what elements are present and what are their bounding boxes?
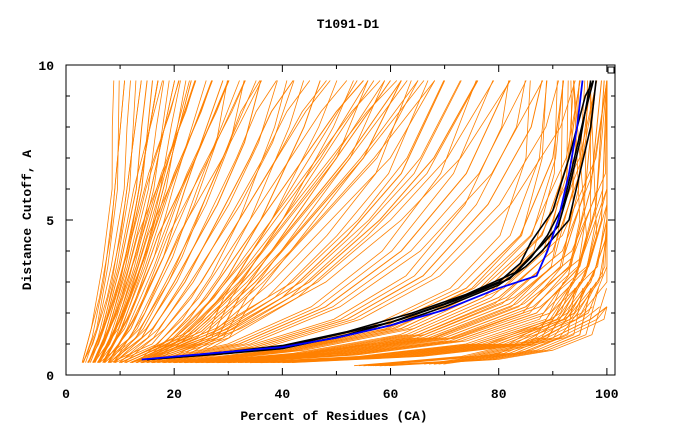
model-line-variant: [162, 80, 544, 363]
model-line-variant: [169, 80, 386, 363]
model-line-variant: [186, 80, 558, 363]
model-line-variant: [115, 80, 348, 363]
model-line-variant: [142, 80, 477, 363]
model-line: [119, 80, 364, 364]
x-tick-label: 100: [595, 387, 619, 402]
model-line-variant: [146, 80, 462, 363]
group-model-line: [147, 80, 595, 361]
group-model-line: [147, 80, 592, 361]
model-line-variant: [98, 80, 212, 363]
model-line-variant: [424, 281, 564, 365]
chart-title: T1091-D1: [317, 17, 380, 32]
model-line-variant: [190, 80, 575, 363]
model-line-variant: [438, 281, 589, 365]
model-line: [89, 80, 148, 363]
model-line-variant: [93, 80, 190, 363]
model-line: [433, 281, 581, 365]
model-line-variant: [99, 80, 228, 363]
model-line-variant: [153, 80, 510, 363]
model-line-variant: [124, 80, 381, 363]
model-line: [114, 80, 294, 363]
model-line-variant: [389, 288, 607, 367]
y-tick-label: 5: [46, 214, 54, 229]
model-line-variant: [88, 80, 180, 363]
x-tick-label: 40: [275, 387, 291, 402]
model-line-variant: [168, 80, 559, 363]
model-line-variant: [156, 80, 354, 363]
model-line: [152, 80, 510, 364]
model-line-variant: [104, 80, 261, 363]
model-line-variant: [164, 80, 369, 363]
model-line: [98, 80, 213, 363]
model-line-variant: [102, 80, 230, 363]
model-line-variant: [108, 80, 246, 363]
model-line: [103, 80, 229, 363]
model-line-variant: [158, 80, 526, 363]
model-line-variant: [183, 80, 436, 363]
model-line-variant: [113, 80, 257, 363]
model-line-variant: [175, 80, 547, 363]
model-line-variant: [93, 80, 196, 363]
legend-box: [607, 66, 615, 74]
model-line-variant: [83, 80, 120, 363]
model-line-variant: [189, 80, 597, 363]
model-line-variant: [147, 80, 494, 363]
y-tick-label: 0: [46, 369, 54, 384]
y-tick-label: 10: [38, 59, 54, 74]
model-line-variant: [164, 80, 531, 363]
model-line-variant: [151, 80, 338, 363]
model-line: [141, 80, 478, 364]
x-axis-label: Percent of Residues (CA): [240, 409, 427, 424]
model-line: [146, 80, 321, 363]
model-line-variant: [178, 80, 419, 363]
model-line-variant: [129, 80, 398, 363]
model-line-variant: [83, 80, 125, 363]
model-line-variant: [136, 80, 461, 363]
model-line: [184, 80, 581, 364]
model-line: [103, 80, 224, 363]
model-line-variant: [151, 80, 511, 363]
model-line-variant: [88, 80, 163, 363]
model-line-variant: [194, 80, 608, 363]
model-line-variant: [93, 80, 180, 363]
model-line-variant: [131, 80, 445, 363]
model-line-variant: [428, 281, 572, 365]
model-line-variant: [131, 80, 412, 363]
model-line-variant: [108, 80, 240, 363]
model-line-variant: [372, 306, 608, 367]
model-line-variant: [223, 80, 588, 363]
model-line-variant: [135, 80, 408, 363]
model-line-variant: [196, 80, 564, 363]
model-line-variant: [107, 80, 246, 363]
model-line: [163, 80, 543, 364]
x-tick-label: 0: [62, 387, 70, 402]
model-line-variant: [374, 288, 584, 367]
model-line-variant: [87, 80, 142, 363]
model-line-variant: [169, 80, 548, 363]
model-line: [173, 80, 402, 364]
x-tick-label: 20: [166, 387, 182, 402]
model-line-variant: [142, 80, 304, 363]
model-line-variant: [109, 80, 277, 363]
model-line-variant: [93, 80, 196, 363]
model-line-variant: [85, 80, 131, 363]
x-tick-label: 80: [491, 387, 507, 402]
y-axis-label: Distance Cutoff, A: [20, 150, 35, 291]
model-line-variant: [81, 80, 115, 363]
model-line-variant: [137, 80, 288, 363]
model-line-variant: [119, 80, 311, 363]
x-tick-label: 60: [383, 387, 399, 402]
highlight-model-line: [141, 80, 584, 361]
